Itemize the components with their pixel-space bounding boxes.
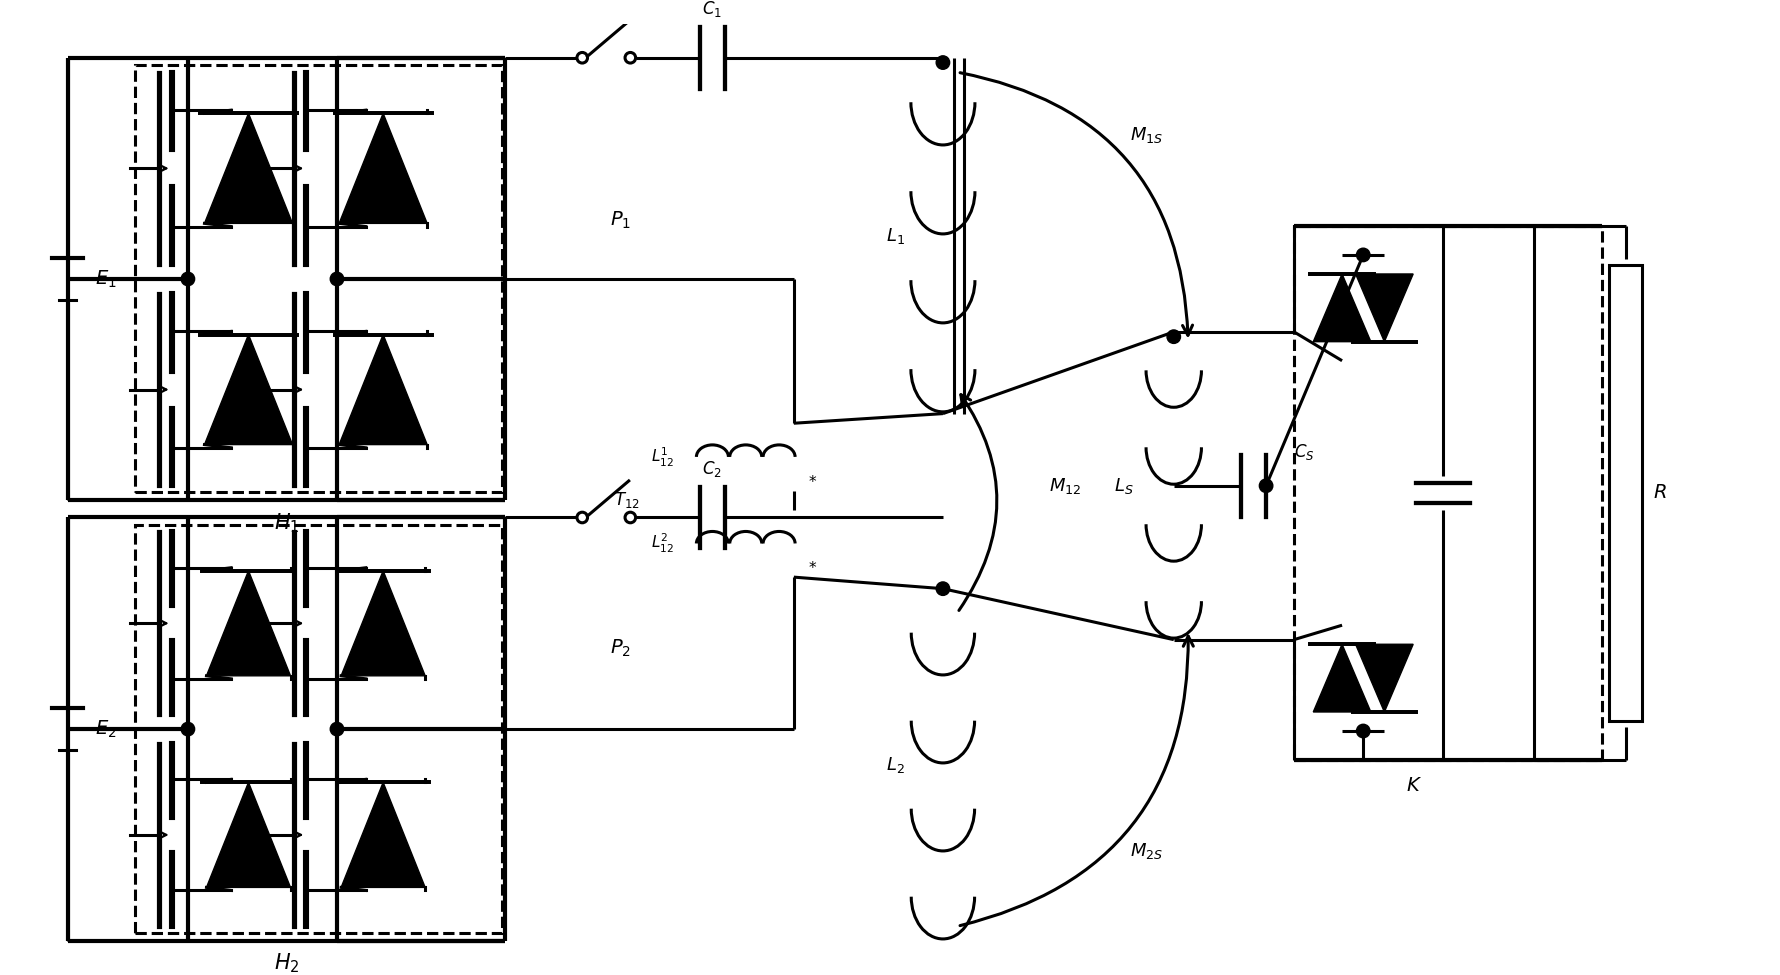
Circle shape [182, 272, 194, 286]
Text: $K$: $K$ [1406, 776, 1422, 795]
Circle shape [182, 722, 194, 736]
Text: $H_1$: $H_1$ [274, 511, 299, 534]
Text: $M_{1S}$: $M_{1S}$ [1130, 125, 1162, 144]
Text: $L_2$: $L_2$ [885, 755, 904, 775]
Circle shape [329, 722, 344, 736]
Circle shape [329, 272, 344, 286]
Polygon shape [205, 113, 292, 223]
Polygon shape [338, 334, 427, 445]
Text: $*$: $*$ [808, 473, 817, 488]
Text: $R$: $R$ [1652, 484, 1666, 502]
Polygon shape [205, 334, 292, 445]
Text: $M_{2S}$: $M_{2S}$ [1130, 841, 1162, 861]
Text: $E_1$: $E_1$ [94, 268, 116, 290]
Text: $L_1$: $L_1$ [885, 225, 904, 246]
Bar [1609, 264, 1641, 722]
Text: $M_{12}$: $M_{12}$ [1048, 476, 1080, 495]
Text: $L_S$: $L_S$ [1112, 476, 1132, 495]
Bar [135, 65, 502, 492]
Polygon shape [206, 570, 290, 676]
Text: $L^{1}_{12}$: $L^{1}_{12}$ [650, 446, 673, 469]
Polygon shape [1312, 644, 1371, 712]
Circle shape [1356, 724, 1369, 738]
Polygon shape [342, 570, 425, 676]
Text: $L^{2}_{12}$: $L^{2}_{12}$ [650, 532, 673, 555]
Text: $E_2$: $E_2$ [94, 719, 116, 740]
Text: $C_2$: $C_2$ [701, 459, 721, 480]
Polygon shape [342, 782, 425, 887]
Circle shape [936, 582, 949, 596]
Text: $*$: $*$ [808, 560, 817, 574]
Text: $H_2$: $H_2$ [274, 952, 299, 975]
Text: $T_{12}$: $T_{12}$ [614, 490, 639, 510]
Circle shape [1258, 479, 1273, 492]
Polygon shape [206, 782, 290, 887]
Text: $C_S$: $C_S$ [1294, 442, 1314, 462]
Bar [135, 526, 502, 933]
Text: $P_1$: $P_1$ [611, 210, 630, 231]
Polygon shape [1355, 644, 1412, 712]
Circle shape [936, 56, 949, 69]
Circle shape [1166, 330, 1180, 343]
Polygon shape [338, 113, 427, 223]
Text: $P_2$: $P_2$ [611, 638, 630, 659]
Text: $C_1$: $C_1$ [701, 0, 721, 20]
Polygon shape [1312, 274, 1371, 341]
Circle shape [1356, 249, 1369, 261]
Polygon shape [1355, 274, 1412, 341]
Bar [1294, 226, 1600, 760]
